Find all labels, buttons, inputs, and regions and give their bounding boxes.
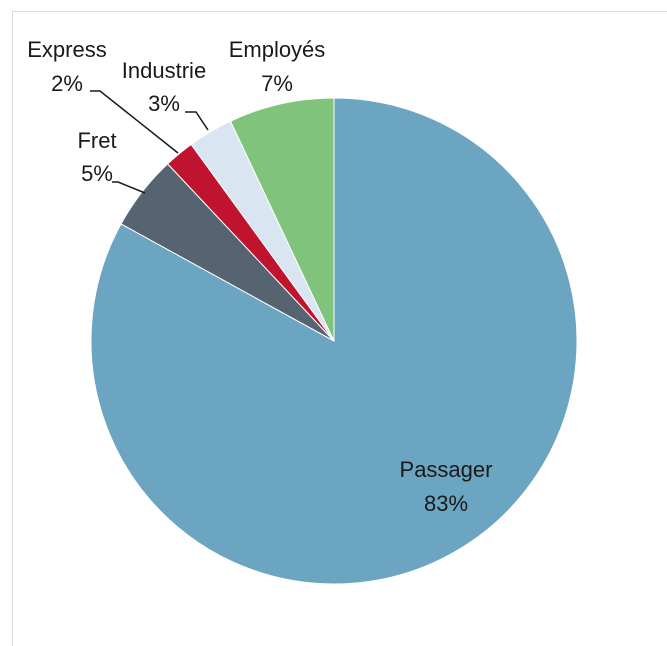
leader-express bbox=[90, 90, 179, 154]
leader-lines bbox=[90, 90, 209, 194]
label-employes: Employés bbox=[229, 37, 326, 62]
value-industrie: 3% bbox=[148, 91, 180, 116]
label-fret: Fret bbox=[77, 128, 116, 153]
chart-frame bbox=[12, 11, 667, 646]
data-labels: Passager 83% Fret 5% Express 2% Industri… bbox=[27, 37, 492, 516]
leader-industrie bbox=[185, 111, 209, 131]
value-fret: 5% bbox=[81, 161, 113, 186]
value-employes: 7% bbox=[261, 71, 293, 96]
label-express: Express bbox=[27, 37, 106, 62]
label-industrie: Industrie bbox=[122, 58, 206, 83]
pie-slices bbox=[90, 97, 578, 585]
value-express: 2% bbox=[51, 71, 83, 96]
value-passager: 83% bbox=[424, 491, 468, 516]
leader-fret bbox=[112, 181, 146, 194]
label-passager: Passager bbox=[400, 457, 493, 482]
pie-slice-employs bbox=[229, 97, 335, 342]
